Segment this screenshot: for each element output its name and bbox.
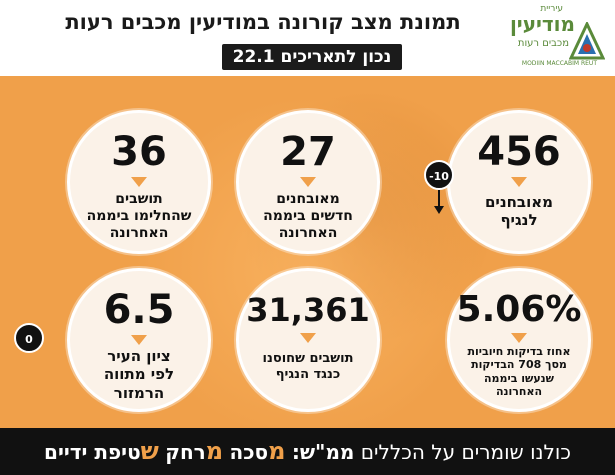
stat-label-line: שנעשו ביממה: [483, 371, 555, 385]
stat-value: 27: [280, 129, 336, 175]
stat-positive-rate: 5.06% אחוז בדיקות חיוביות מסך 708 הבדיקו…: [447, 268, 591, 412]
down-arrow-icon: [438, 190, 440, 210]
stat-label-line: תושבים שחוסנו: [262, 351, 354, 366]
stat-label-line: כנגד הנגיף: [275, 366, 341, 382]
stat-total-diagnosed: 456 מאובחנים לנגיף: [447, 110, 591, 254]
logo-sub-word: מכבים רעות: [517, 38, 569, 49]
footer-slogan: כולנו שומרים על הכללים ממ"ש: מסכה מרחק ש…: [0, 437, 615, 465]
stat-label-line: תושבים: [115, 191, 163, 207]
stat-label-line: לנגיף: [500, 211, 538, 230]
pointer-triangle-icon: [300, 333, 316, 343]
stat-label-line: אחוז בדיקות חיוביות: [467, 345, 571, 358]
stat-label-line: חדשים ביממה: [263, 208, 353, 225]
page-title: תמונת מצב קורונה במודיעין מכבים רעות: [65, 10, 461, 34]
footer-word-distance: מרחק: [165, 437, 224, 465]
footer-hygiene-rest: טיפת ידיים: [44, 440, 141, 464]
stat-city-score: 6.5 ציון העיר לפי מתווה הרמזור: [67, 268, 211, 412]
stat-label-line: האחרונה: [495, 385, 543, 399]
footer-word-hygiene: שטיפת ידיים: [44, 437, 159, 465]
stat-label: תושבים שחוסנו כנגד הנגיף: [247, 351, 369, 383]
stat-label: מאובחנים חדשים ביממה האחרונה: [247, 191, 369, 242]
stat-label-line: האחרונה: [278, 225, 338, 242]
down-arrow-head-icon: [434, 206, 444, 214]
logo-english: MODIIN MACCABIM REUT: [521, 60, 597, 67]
stat-value: 31,361: [246, 291, 370, 329]
footer-mask-rest: סכה: [229, 440, 269, 464]
stat-label: ציון העיר לפי מתווה הרמזור: [78, 347, 200, 402]
city-logo: עיריית מודיעין מכבים רעות MODIIN MACCABI…: [509, 2, 607, 74]
footer-distance-rest: רחק: [165, 440, 206, 464]
header: תמונת מצב קורונה במודיעין מכבים רעות נכו…: [0, 0, 615, 76]
footer-mamash: ממ"ש:: [291, 440, 355, 464]
stat-value: 6.5: [103, 287, 175, 333]
stat-vaccinated: 31,361 תושבים שחוסנו כנגד הנגיף: [236, 268, 380, 412]
logo-main-word: מודיעין: [509, 12, 575, 36]
stat-label-line: מאובחנים: [484, 193, 554, 211]
stat-label-line: הרמזור: [113, 383, 165, 402]
stat-label-line: לפי מתווה: [103, 365, 175, 384]
pointer-triangle-icon: [131, 177, 147, 187]
stat-value: 36: [111, 129, 167, 175]
footer-bar: כולנו שומרים על הכללים ממ"ש: מסכה מרחק ש…: [0, 428, 615, 475]
stat-recovered: 36 תושבים שהחלימו ביממה האחרונה: [67, 110, 211, 254]
footer-mask-initial: מ: [268, 437, 286, 465]
stat-new-diagnosed: 27 מאובחנים חדשים ביממה האחרונה: [236, 110, 380, 254]
stat-label-line: ציון העיר: [107, 347, 171, 365]
stat-label: אחוז בדיקות חיוביות מסך 708 הבדיקות שנעש…: [458, 345, 580, 399]
pointer-triangle-icon: [511, 177, 527, 187]
footer-word-mask: מסכה: [229, 437, 286, 465]
date-banner: נכון לתאריכים 22.1: [222, 44, 402, 70]
logo-top-word: עיריית: [540, 4, 563, 14]
score-change-badge: 0: [14, 323, 44, 353]
pointer-triangle-icon: [131, 335, 147, 345]
stat-label: מאובחנים לנגיף: [458, 193, 580, 230]
stat-label: תושבים שהחלימו ביממה האחרונה: [78, 191, 200, 242]
stat-label-line: מאובחנים: [276, 191, 340, 207]
stat-label-line: שהחלימו ביממה: [86, 208, 192, 225]
pointer-triangle-icon: [300, 177, 316, 187]
footer-distance-initial: מ: [205, 437, 224, 465]
stat-value: 456: [477, 129, 561, 175]
stat-label-line: מסך 708 הבדיקות: [471, 358, 567, 372]
stat-value: 5.06%: [456, 289, 582, 330]
footer-hygiene-initial: ש: [140, 437, 159, 465]
pointer-triangle-icon: [511, 333, 527, 343]
stat-label-line: האחרונה: [109, 225, 169, 242]
logo-mark-icon: [569, 22, 605, 60]
footer-intro: כולנו שומרים על הכללים: [360, 440, 571, 464]
change-badge: -10: [424, 160, 454, 190]
